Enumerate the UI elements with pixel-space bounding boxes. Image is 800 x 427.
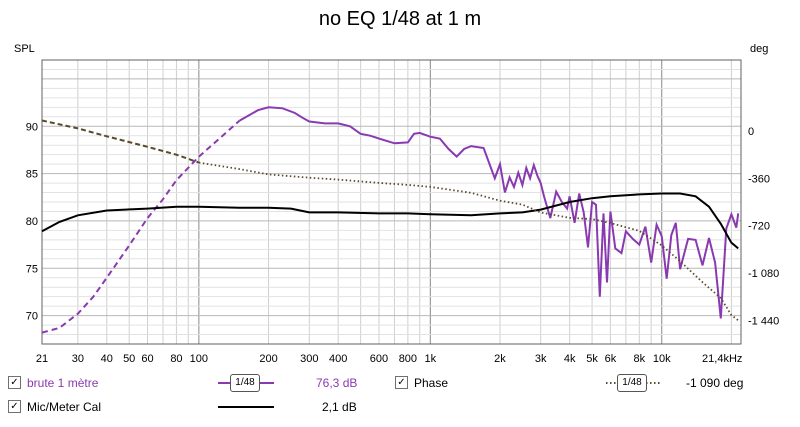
- series-checkbox-phase[interactable]: ✓: [395, 376, 408, 389]
- x-tick-label: 3k: [535, 353, 547, 365]
- y2-tick-labels: 0 -360 -720 -1 080 -1 440: [748, 126, 779, 327]
- series-layer: [41, 106, 740, 334]
- legend-row-brute: ✓ brute 1 mètre 1/48 76,3 dB ✓ Phase 1/4…: [0, 373, 800, 393]
- x-tick-label: 30: [72, 353, 84, 365]
- legend-value-phase: -1 090 deg: [686, 376, 744, 390]
- plot-frame: [41, 59, 742, 345]
- x-tick-labels: 21 30 40 50 60 80 100 200 300 400 600 800 1k 2k 3k 4k 5k…: [36, 353, 743, 365]
- series-mic-cal-line: [41, 192, 739, 250]
- legend-label-cal: Mic/Meter Cal: [27, 400, 102, 414]
- x-tick-label: 100: [190, 353, 208, 365]
- series-phase-dashed: [41, 119, 200, 164]
- series-phase-dotted: [198, 161, 739, 322]
- x-tick-label: 21,4kHz: [702, 353, 742, 365]
- y2-tick-label: 0: [748, 126, 754, 138]
- series-checkbox-cal[interactable]: ✓: [8, 400, 21, 413]
- x-tick-label: 200: [259, 353, 277, 365]
- y-tick-label: 85: [26, 169, 38, 181]
- chart-title: no EQ 1/48 at 1 m: [318, 8, 482, 30]
- y-tick-label: 80: [26, 216, 38, 228]
- series-checkbox-brute[interactable]: ✓: [8, 376, 21, 389]
- x-tick-label: 300: [300, 353, 318, 365]
- x-tick-label: 1k: [424, 353, 436, 365]
- legend-value-cal: 2,1 dB: [322, 400, 357, 414]
- series-brute-line: [239, 106, 740, 319]
- x-tick-label: 10k: [653, 353, 671, 365]
- smoothing-button-brute[interactable]: 1/48: [230, 374, 260, 392]
- y2-tick-label: -360: [748, 173, 770, 185]
- x-tick-label: 8k: [634, 353, 646, 365]
- x-tick-label: 21: [36, 353, 48, 365]
- x-tick-label: 400: [329, 353, 347, 365]
- y2-tick-label: -720: [748, 221, 770, 233]
- chart-plot: 21 30 40 50 60 80 100 200 300 400 600 800 1k 2k 3k 4k 5k…: [14, 43, 779, 365]
- legend-swatch-phase: [606, 382, 660, 384]
- x-tick-label: 6k: [605, 353, 617, 365]
- y-tick-labels: 70 75 80 85 90: [26, 121, 38, 322]
- legend-label-phase: Phase: [414, 376, 449, 390]
- x-tick-label: 2k: [494, 353, 506, 365]
- y-axis-label: SPL: [14, 43, 35, 55]
- y-tick-label: 75: [26, 263, 38, 275]
- y2-tick-label: -1 440: [748, 315, 779, 327]
- y-tick-label: 70: [26, 311, 38, 323]
- x-tick-label: 600: [370, 353, 388, 365]
- x-tick-label: 80: [170, 353, 182, 365]
- legend-row-cal: ✓ Mic/Meter Cal 2,1 dB: [0, 397, 800, 417]
- y-tick-label: 90: [26, 121, 38, 133]
- y2-axis-label: deg: [750, 43, 768, 55]
- y2-tick-label: -1 080: [748, 268, 779, 280]
- legend-label-brute: brute 1 mètre: [27, 376, 99, 390]
- x-tick-label: 50: [123, 353, 135, 365]
- x-tick-label: 60: [141, 353, 153, 365]
- x-tick-label: 800: [399, 353, 417, 365]
- x-tick-label: 4k: [564, 353, 576, 365]
- x-tick-label: 5k: [586, 353, 598, 365]
- x-tick-label: 40: [101, 353, 113, 365]
- legend-value-brute: 76,3 dB: [316, 376, 358, 390]
- grid: [42, 60, 741, 344]
- smoothing-button-phase[interactable]: 1/48: [617, 374, 647, 392]
- series-brute-dashed: [41, 119, 241, 334]
- legend-swatch-cal: [218, 406, 274, 408]
